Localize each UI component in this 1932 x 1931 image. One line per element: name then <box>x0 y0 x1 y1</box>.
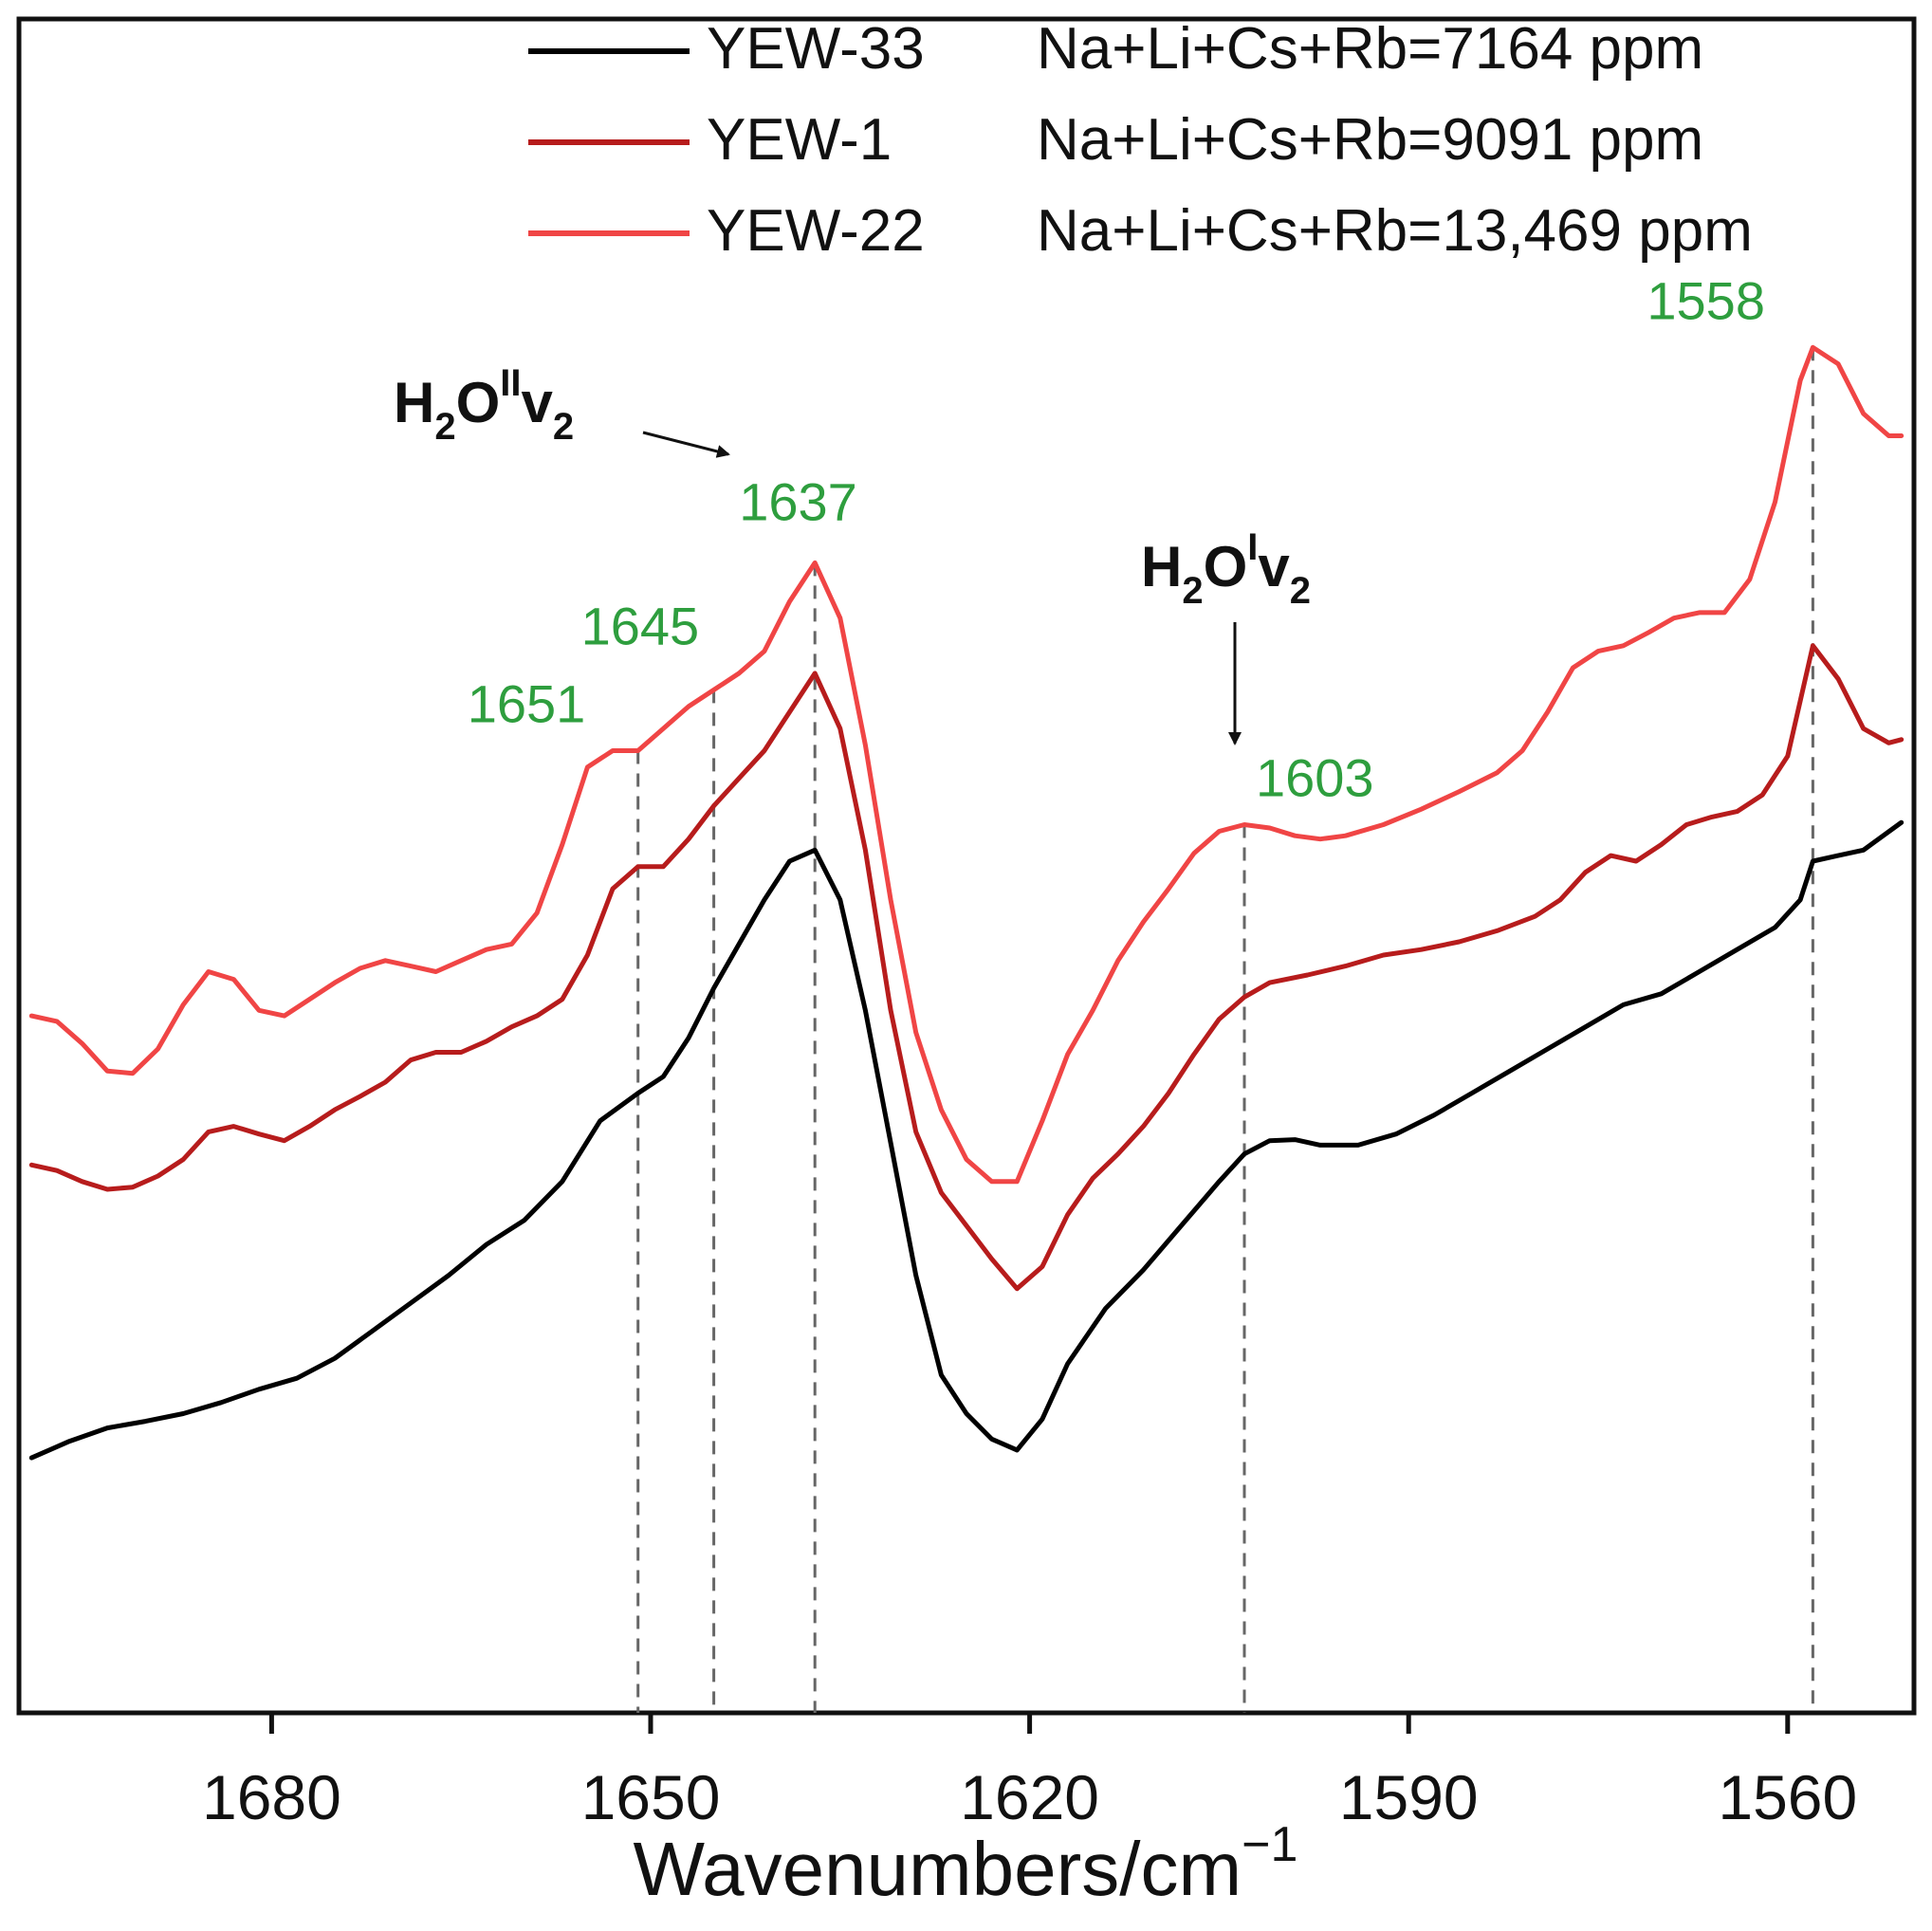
legend-name-yew-1: YEW-1 <box>707 107 892 173</box>
legend-info-yew-22: Na+Li+Cs+Rb=13,469 ppm <box>1037 198 1753 264</box>
peak-label-1603: 1603 <box>1256 748 1374 808</box>
series-lines <box>28 344 1904 1461</box>
series-line-yew-1 <box>28 643 1904 1292</box>
annotation-h2o-ii-text: H2OIIv2 <box>394 362 574 448</box>
annotation-h2o-ii-arrow <box>642 431 730 458</box>
peak-label-1637: 1637 <box>739 471 857 531</box>
legend-name-yew-22: YEW-22 <box>707 198 925 264</box>
x-tick-label-1680: 1680 <box>202 1762 341 1832</box>
series-line-yew-22 <box>28 344 1904 1185</box>
legend-name-yew-33: YEW-33 <box>707 16 925 82</box>
x-axis-ticks: 1680 1650 1620 1590 1560 <box>202 1713 1857 1832</box>
peak-label-1558: 1558 <box>1647 270 1765 330</box>
peak-label-1651: 1651 <box>468 674 586 734</box>
annotation-h2o-i-text: H2OIv2 <box>1141 526 1311 612</box>
plot-frame <box>16 16 1917 1716</box>
legend-info-yew-1: Na+Li+Cs+Rb=9091 ppm <box>1037 107 1703 173</box>
peak-marker-lines <box>636 347 1814 1713</box>
x-tick-label-1560: 1560 <box>1718 1762 1857 1832</box>
x-axis-label-text: Wavenumbers/cm <box>634 1827 1242 1911</box>
x-tick-label-1650: 1650 <box>581 1762 721 1832</box>
x-tick-label-1590: 1590 <box>1339 1762 1479 1832</box>
legend: YEW-33 Na+Li+Cs+Rb=7164 ppm YEW-1 Na+Li+Cs+… <box>528 16 1753 264</box>
series-line-yew-33 <box>28 819 1904 1461</box>
peak-label-1645: 1645 <box>581 596 700 655</box>
legend-info-yew-33: Na+Li+Cs+Rb=7164 ppm <box>1037 16 1703 82</box>
x-tick-label-1620: 1620 <box>960 1762 1099 1832</box>
annotation-h2o-i-v2: H2OIv2 <box>1141 526 1311 745</box>
x-axis-label-superscript: −1 <box>1242 1817 1297 1872</box>
annotation-h2o-ii-v2: H2OIIv2 <box>394 362 730 458</box>
x-axis-label: Wavenumbers/cm−1 <box>634 1817 1298 1911</box>
peak-labels: 1651 1645 1637 1603 1558 <box>468 270 1765 807</box>
